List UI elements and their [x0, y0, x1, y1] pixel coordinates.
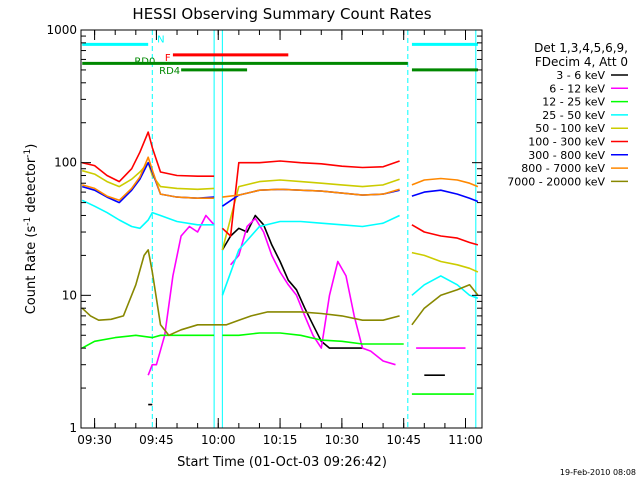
series-line [81, 249, 479, 337]
x-tick-label: 10:30 [325, 433, 360, 447]
legend-entry-label: 6 - 12 keV [549, 82, 605, 95]
y-tick-label: 100 [54, 156, 77, 170]
series-line [81, 156, 479, 202]
legend-entry-label: 12 - 25 keV [542, 96, 605, 109]
y-axis-label: Count Rate (s-1 detector-1) [23, 144, 39, 315]
legend-entry-label: 300 - 800 keV [528, 149, 605, 162]
x-tick-label: 10:15 [263, 433, 298, 447]
y-tick-label: 10 [62, 288, 77, 302]
series-line [81, 332, 474, 395]
x-tick-label: 09:45 [139, 433, 174, 447]
legend-entry-label: 50 - 100 keV [535, 122, 605, 135]
y-tick-label: 1 [69, 421, 77, 435]
flag-label: RD0 [134, 56, 155, 67]
legend-entry-label: 3 - 6 keV [556, 69, 605, 82]
chart-title: HESSI Observing Summary Count Rates [132, 5, 431, 23]
footer-date: 19-Feb-2010 08:08 [560, 468, 636, 477]
series-line [147, 214, 466, 376]
x-tick-label: 10:00 [201, 433, 236, 447]
series-line [81, 199, 479, 300]
legend: Det 1,3,4,5,6,9, FDecim 4, Att 0 3 - 6 k… [507, 41, 628, 188]
x-tick-label: 09:30 [77, 433, 112, 447]
legend-entry-label: 7000 - 20000 keV [507, 175, 605, 188]
flag-label: RD4 [159, 66, 180, 77]
legend-entry-label: 100 - 300 keV [528, 136, 605, 149]
plot-frame [80, 29, 483, 429]
series-lines [81, 131, 479, 406]
y-axis-ticks: 1 10 100 1000 [46, 23, 482, 435]
flag-label: N [157, 34, 164, 45]
legend-header-line-2: FDecim 4, Att 0 [535, 55, 628, 69]
legend-header-line-1: Det 1,3,4,5,6,9, [534, 41, 628, 55]
series-line [82, 131, 479, 246]
legend-entry-label: 25 - 50 keV [542, 109, 605, 122]
flag-label: F [165, 53, 171, 64]
x-tick-label: 11:00 [448, 433, 483, 447]
flag-bars: NF RD0 RD4 [82, 34, 478, 77]
legend-entry-label: 800 - 7000 keV [521, 162, 605, 175]
x-tick-label: 10:45 [386, 433, 421, 447]
x-axis-label: Start Time (01-Oct-03 09:26:42) [177, 455, 387, 470]
y-tick-label: 1000 [46, 23, 77, 37]
x-axis-ticks: 09:30 09:45 10:00 10:15 10:30 10:45 11:00 [77, 30, 483, 447]
